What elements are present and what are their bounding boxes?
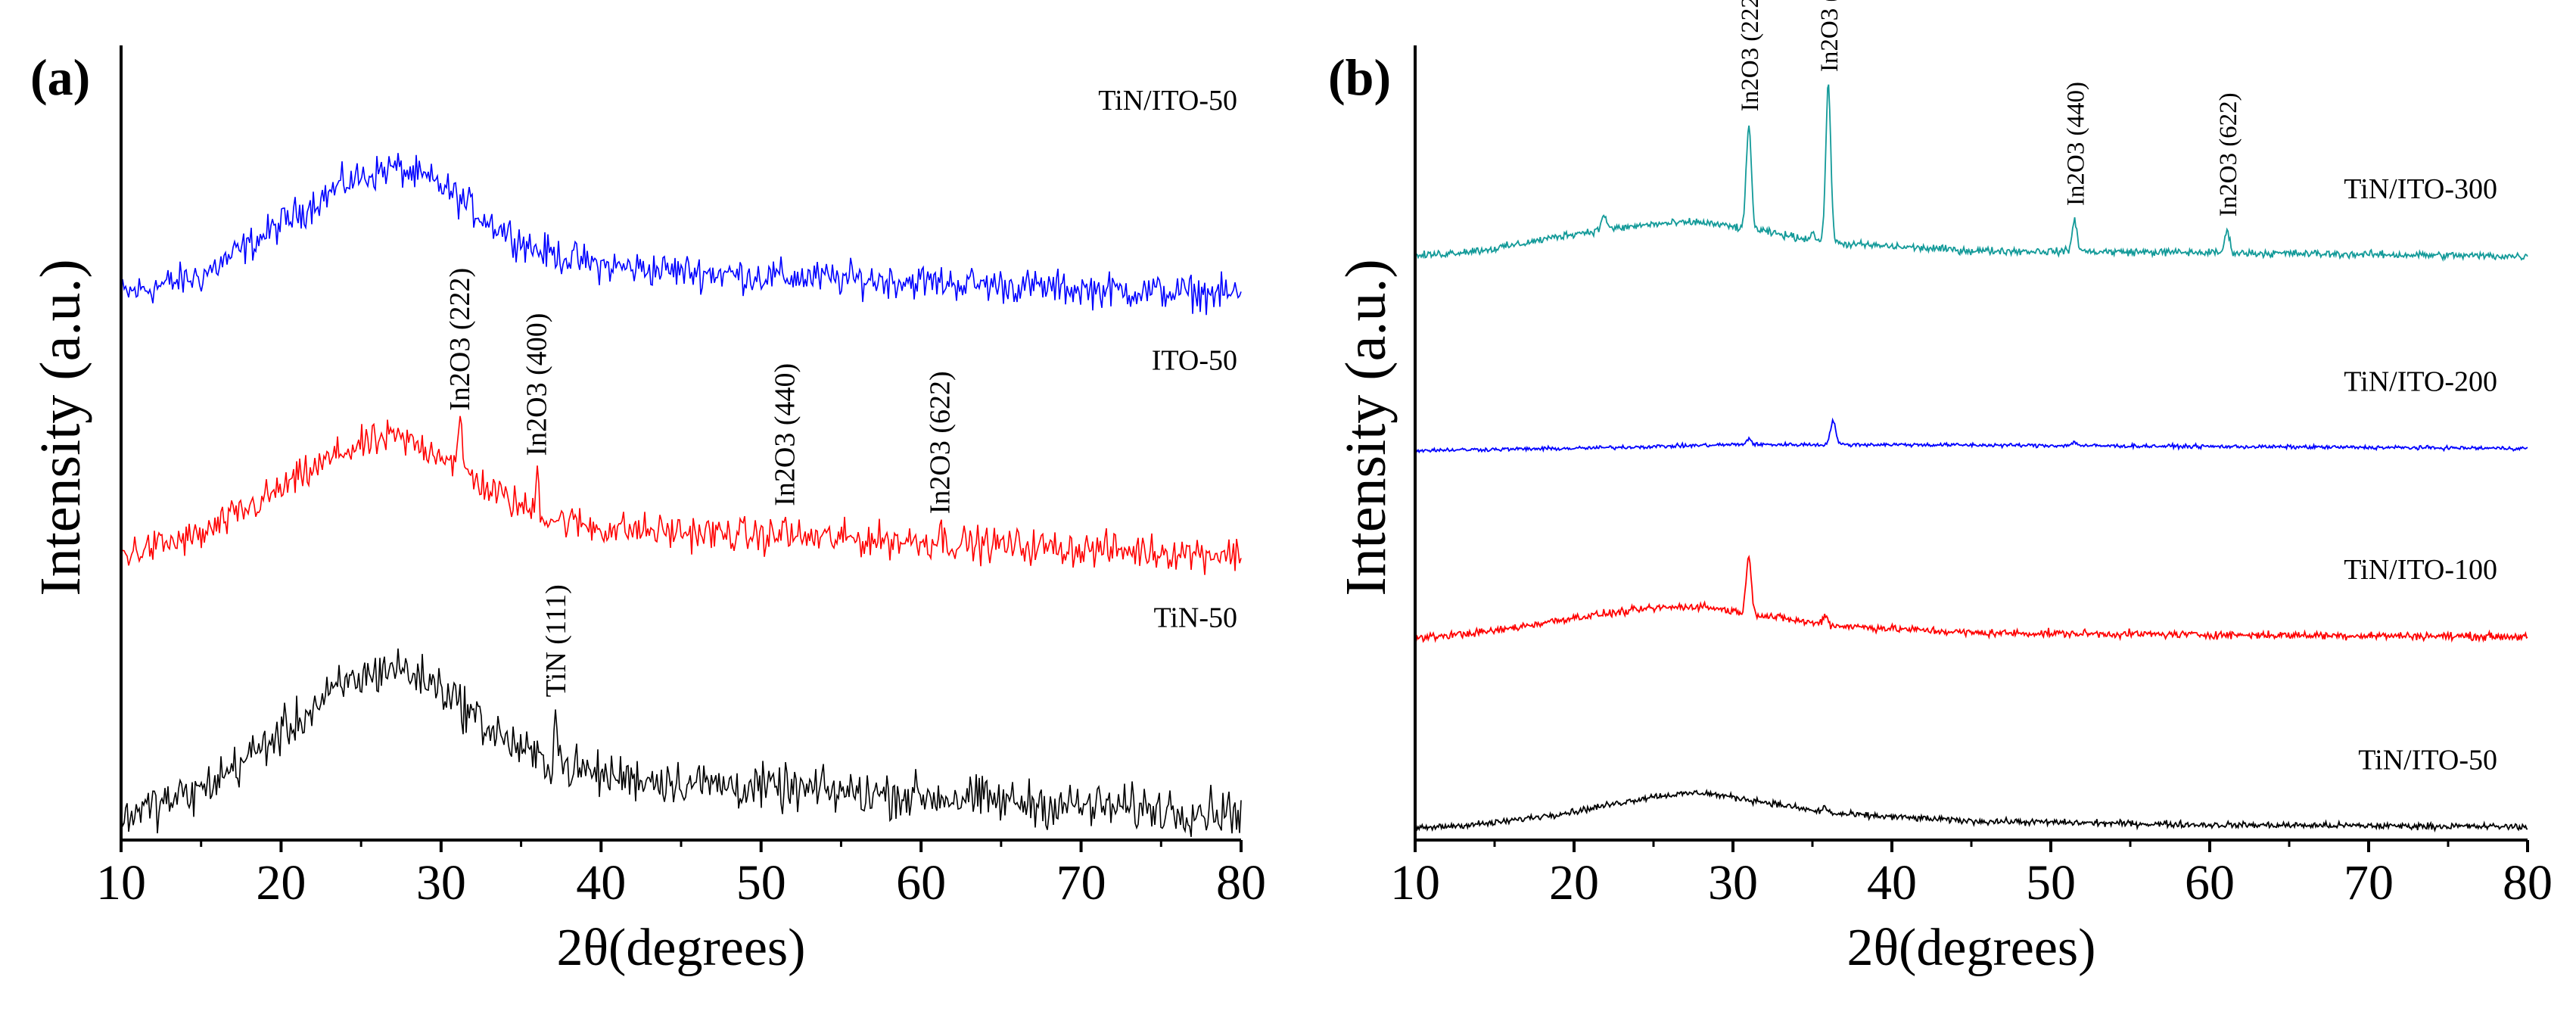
peak-annotation: TiN (111): [540, 584, 572, 697]
x-tick-label: 30: [1708, 855, 1758, 910]
panel-a: TiN/ITO-50 ITO-50 TiN-50 In2O3 (222) In2O3 (…: [29, 45, 1266, 977]
peak-annotation: In2O3 (222): [1737, 0, 1764, 111]
series-label: TiN/ITO-50: [2358, 744, 2497, 776]
panel-b: TiN/ITO-300 TiN/ITO-200 TiN/ITO-100 TiN/ITO…: [1328, 0, 2553, 977]
peak-annotation: In2O3 (440): [769, 363, 801, 506]
series-line-tin-ito-50: [120, 153, 1242, 316]
x-tick-label: 80: [2503, 855, 2553, 910]
x-tick-label: 10: [1390, 855, 1440, 910]
series-line-tin-50: [120, 648, 1242, 838]
x-tick-label: 70: [2344, 855, 2394, 910]
x-tick-label: 50: [2026, 855, 2076, 910]
peak-annotation: In2O3 (622): [2215, 92, 2242, 216]
x-tick-label: 60: [896, 855, 946, 910]
series-line-tin-ito-50: [1414, 789, 2528, 833]
x-axis-title: 2θ(degrees): [1847, 919, 2096, 977]
series-line-tin-ito-100: [1414, 554, 2528, 643]
peak-annotation: In2O3 (440): [2063, 82, 2090, 206]
panel-label: (b): [1328, 48, 1391, 106]
x-tick-label: 40: [1867, 855, 1917, 910]
x-tick-label: 10: [96, 855, 146, 910]
series-label: TiN-50: [1153, 602, 1237, 633]
x-tick-label: 30: [416, 855, 466, 910]
peak-annotation: In2O3 (400): [1816, 0, 1843, 72]
peak-annotation: In2O3 (400): [521, 313, 553, 456]
x-tick-label: 60: [2185, 855, 2235, 910]
peak-annotation: In2O3 (622): [925, 371, 957, 514]
x-tick-label: 70: [1056, 855, 1106, 910]
series-label: TiN/ITO-100: [2344, 554, 2497, 586]
series-line-tin-ito-200: [1414, 417, 2528, 454]
x-tick-label: 50: [736, 855, 786, 910]
x-tick-label: 20: [256, 855, 306, 910]
x-tick-label: 80: [1216, 855, 1266, 910]
y-axis-title: Intensity (a.u.): [29, 259, 92, 596]
x-tick-label: 20: [1549, 855, 1599, 910]
x-axis-title: 2θ(degrees): [557, 919, 806, 977]
series-line-ito-50: [120, 415, 1242, 575]
series-label: TiN/ITO-200: [2344, 366, 2497, 397]
series-line-tin-ito-300: [1414, 84, 2528, 263]
series-label: TiN/ITO-50: [1098, 85, 1237, 117]
series-label: TiN/ITO-300: [2344, 173, 2497, 205]
panel-label: (a): [30, 48, 90, 106]
series-label: ITO-50: [1152, 345, 1237, 377]
peak-annotation: In2O3 (222): [444, 268, 476, 411]
y-axis-title: Intensity (a.u.): [1334, 259, 1398, 596]
x-tick-label: 40: [576, 855, 626, 910]
